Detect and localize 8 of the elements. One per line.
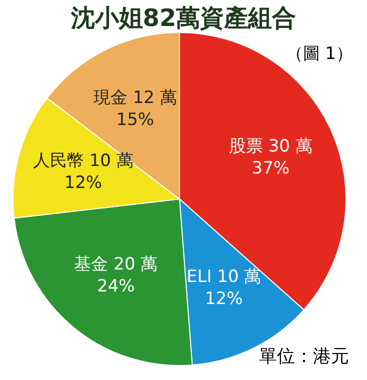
slice-label: 人民幣 10 萬 12% — [32, 150, 134, 193]
chart-title: 沈小姐82萬資產組合 — [70, 3, 298, 34]
slice-label: 股票 30 萬 37% — [228, 136, 312, 179]
text: （圖 1） — [286, 43, 353, 65]
slice-label: ELI 10 萬 12% — [186, 266, 262, 309]
text: 單位：港元 — [259, 345, 349, 368]
slice-label: 現金 12 萬 15% — [93, 88, 177, 130]
slice-label: 基金 20 萬 24% — [74, 254, 158, 296]
